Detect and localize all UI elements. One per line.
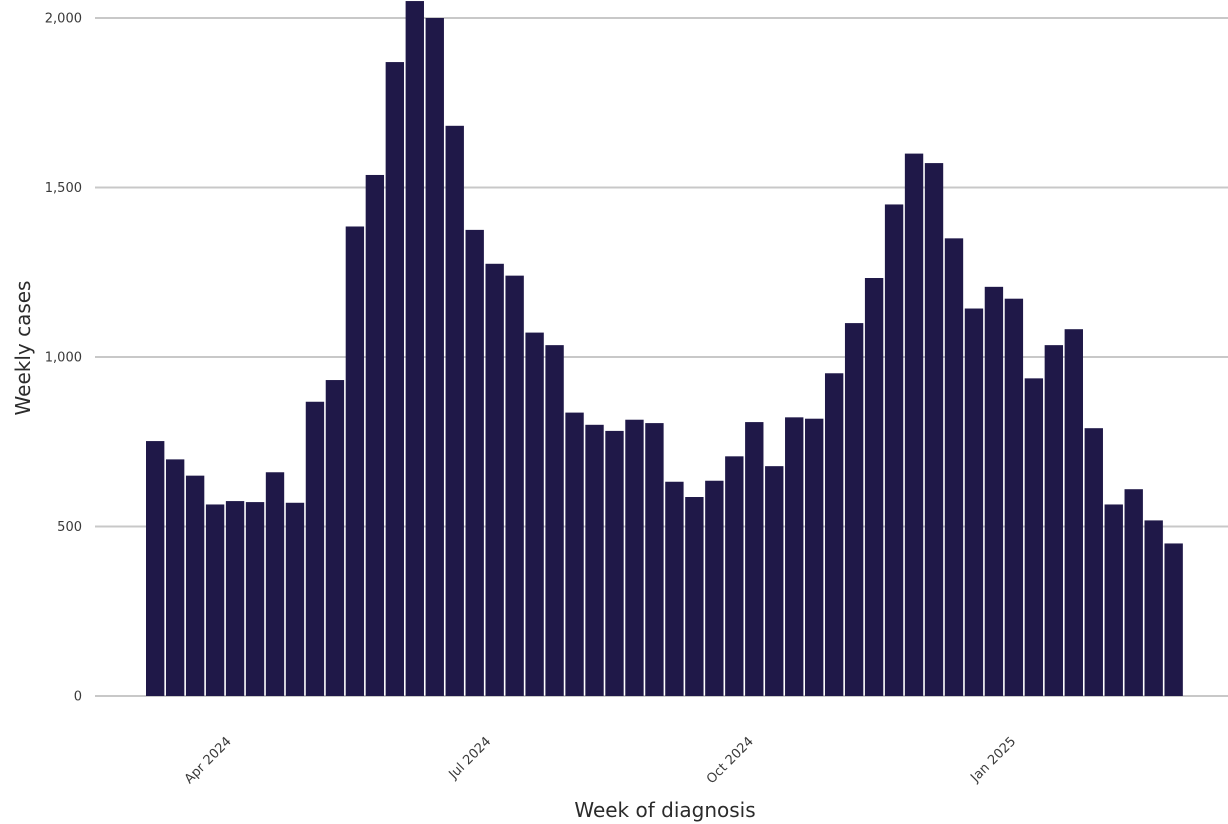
y-tick-label: 2,000 xyxy=(45,12,82,27)
y-axis-title: Weekly cases xyxy=(11,281,35,416)
bar xyxy=(525,332,544,696)
bar xyxy=(245,502,265,696)
bar xyxy=(385,62,405,696)
bar xyxy=(465,229,484,697)
bar xyxy=(425,18,444,696)
bar xyxy=(505,275,524,696)
bar xyxy=(944,238,964,696)
bar xyxy=(345,226,365,697)
bar xyxy=(1064,329,1083,696)
bar xyxy=(805,418,824,696)
bar xyxy=(185,475,205,696)
bar xyxy=(705,480,724,696)
x-tick-label: Jul 2024 xyxy=(446,734,495,783)
bar xyxy=(605,430,624,696)
bar xyxy=(305,401,325,696)
x-tick-label: Jan 2025 xyxy=(967,734,1019,786)
y-tick-label: 500 xyxy=(57,520,82,535)
bar xyxy=(685,497,704,696)
bar xyxy=(485,263,504,696)
y-tick-label: 0 xyxy=(74,690,82,705)
bar xyxy=(625,419,644,696)
x-axis-ticks: Apr 2024 Jul 2024 Oct 2024 Jan 2025 xyxy=(182,734,1019,787)
y-axis-ticks: 0 500 1,000 1,500 2,000 xyxy=(45,12,82,705)
bar xyxy=(1084,428,1103,696)
bar xyxy=(165,459,185,696)
y-tick-label: 1,500 xyxy=(45,181,82,196)
bar xyxy=(984,286,1004,696)
bar xyxy=(1004,298,1024,696)
bar xyxy=(585,424,604,696)
bar xyxy=(365,174,385,696)
bar xyxy=(844,323,864,696)
bar xyxy=(924,163,944,697)
bar xyxy=(1044,345,1064,696)
y-tick-label: 1,000 xyxy=(45,351,82,366)
bar xyxy=(884,204,904,696)
bar xyxy=(824,373,844,696)
bar xyxy=(1164,543,1183,696)
bar xyxy=(1024,378,1044,696)
bar xyxy=(325,380,345,696)
x-tick-label: Apr 2024 xyxy=(182,734,235,787)
bar xyxy=(864,278,884,696)
bar xyxy=(1144,520,1163,696)
bar xyxy=(725,456,744,696)
bar xyxy=(765,466,784,696)
bar xyxy=(225,501,245,696)
bar xyxy=(785,417,804,696)
bar xyxy=(445,125,464,697)
bar xyxy=(745,422,764,696)
bar xyxy=(405,1,424,697)
bars xyxy=(146,1,1183,697)
x-tick-label: Oct 2024 xyxy=(704,734,757,787)
bar xyxy=(146,441,165,696)
bar xyxy=(545,345,564,696)
bar xyxy=(205,504,225,696)
bar xyxy=(565,412,584,696)
bar xyxy=(1124,489,1143,696)
bar xyxy=(1104,504,1123,696)
bar xyxy=(665,481,684,696)
bar xyxy=(265,472,285,696)
bar xyxy=(285,502,305,696)
x-axis-title: Week of diagnosis xyxy=(574,798,755,822)
bar xyxy=(904,153,924,697)
bar xyxy=(964,308,984,696)
bar xyxy=(645,423,664,696)
